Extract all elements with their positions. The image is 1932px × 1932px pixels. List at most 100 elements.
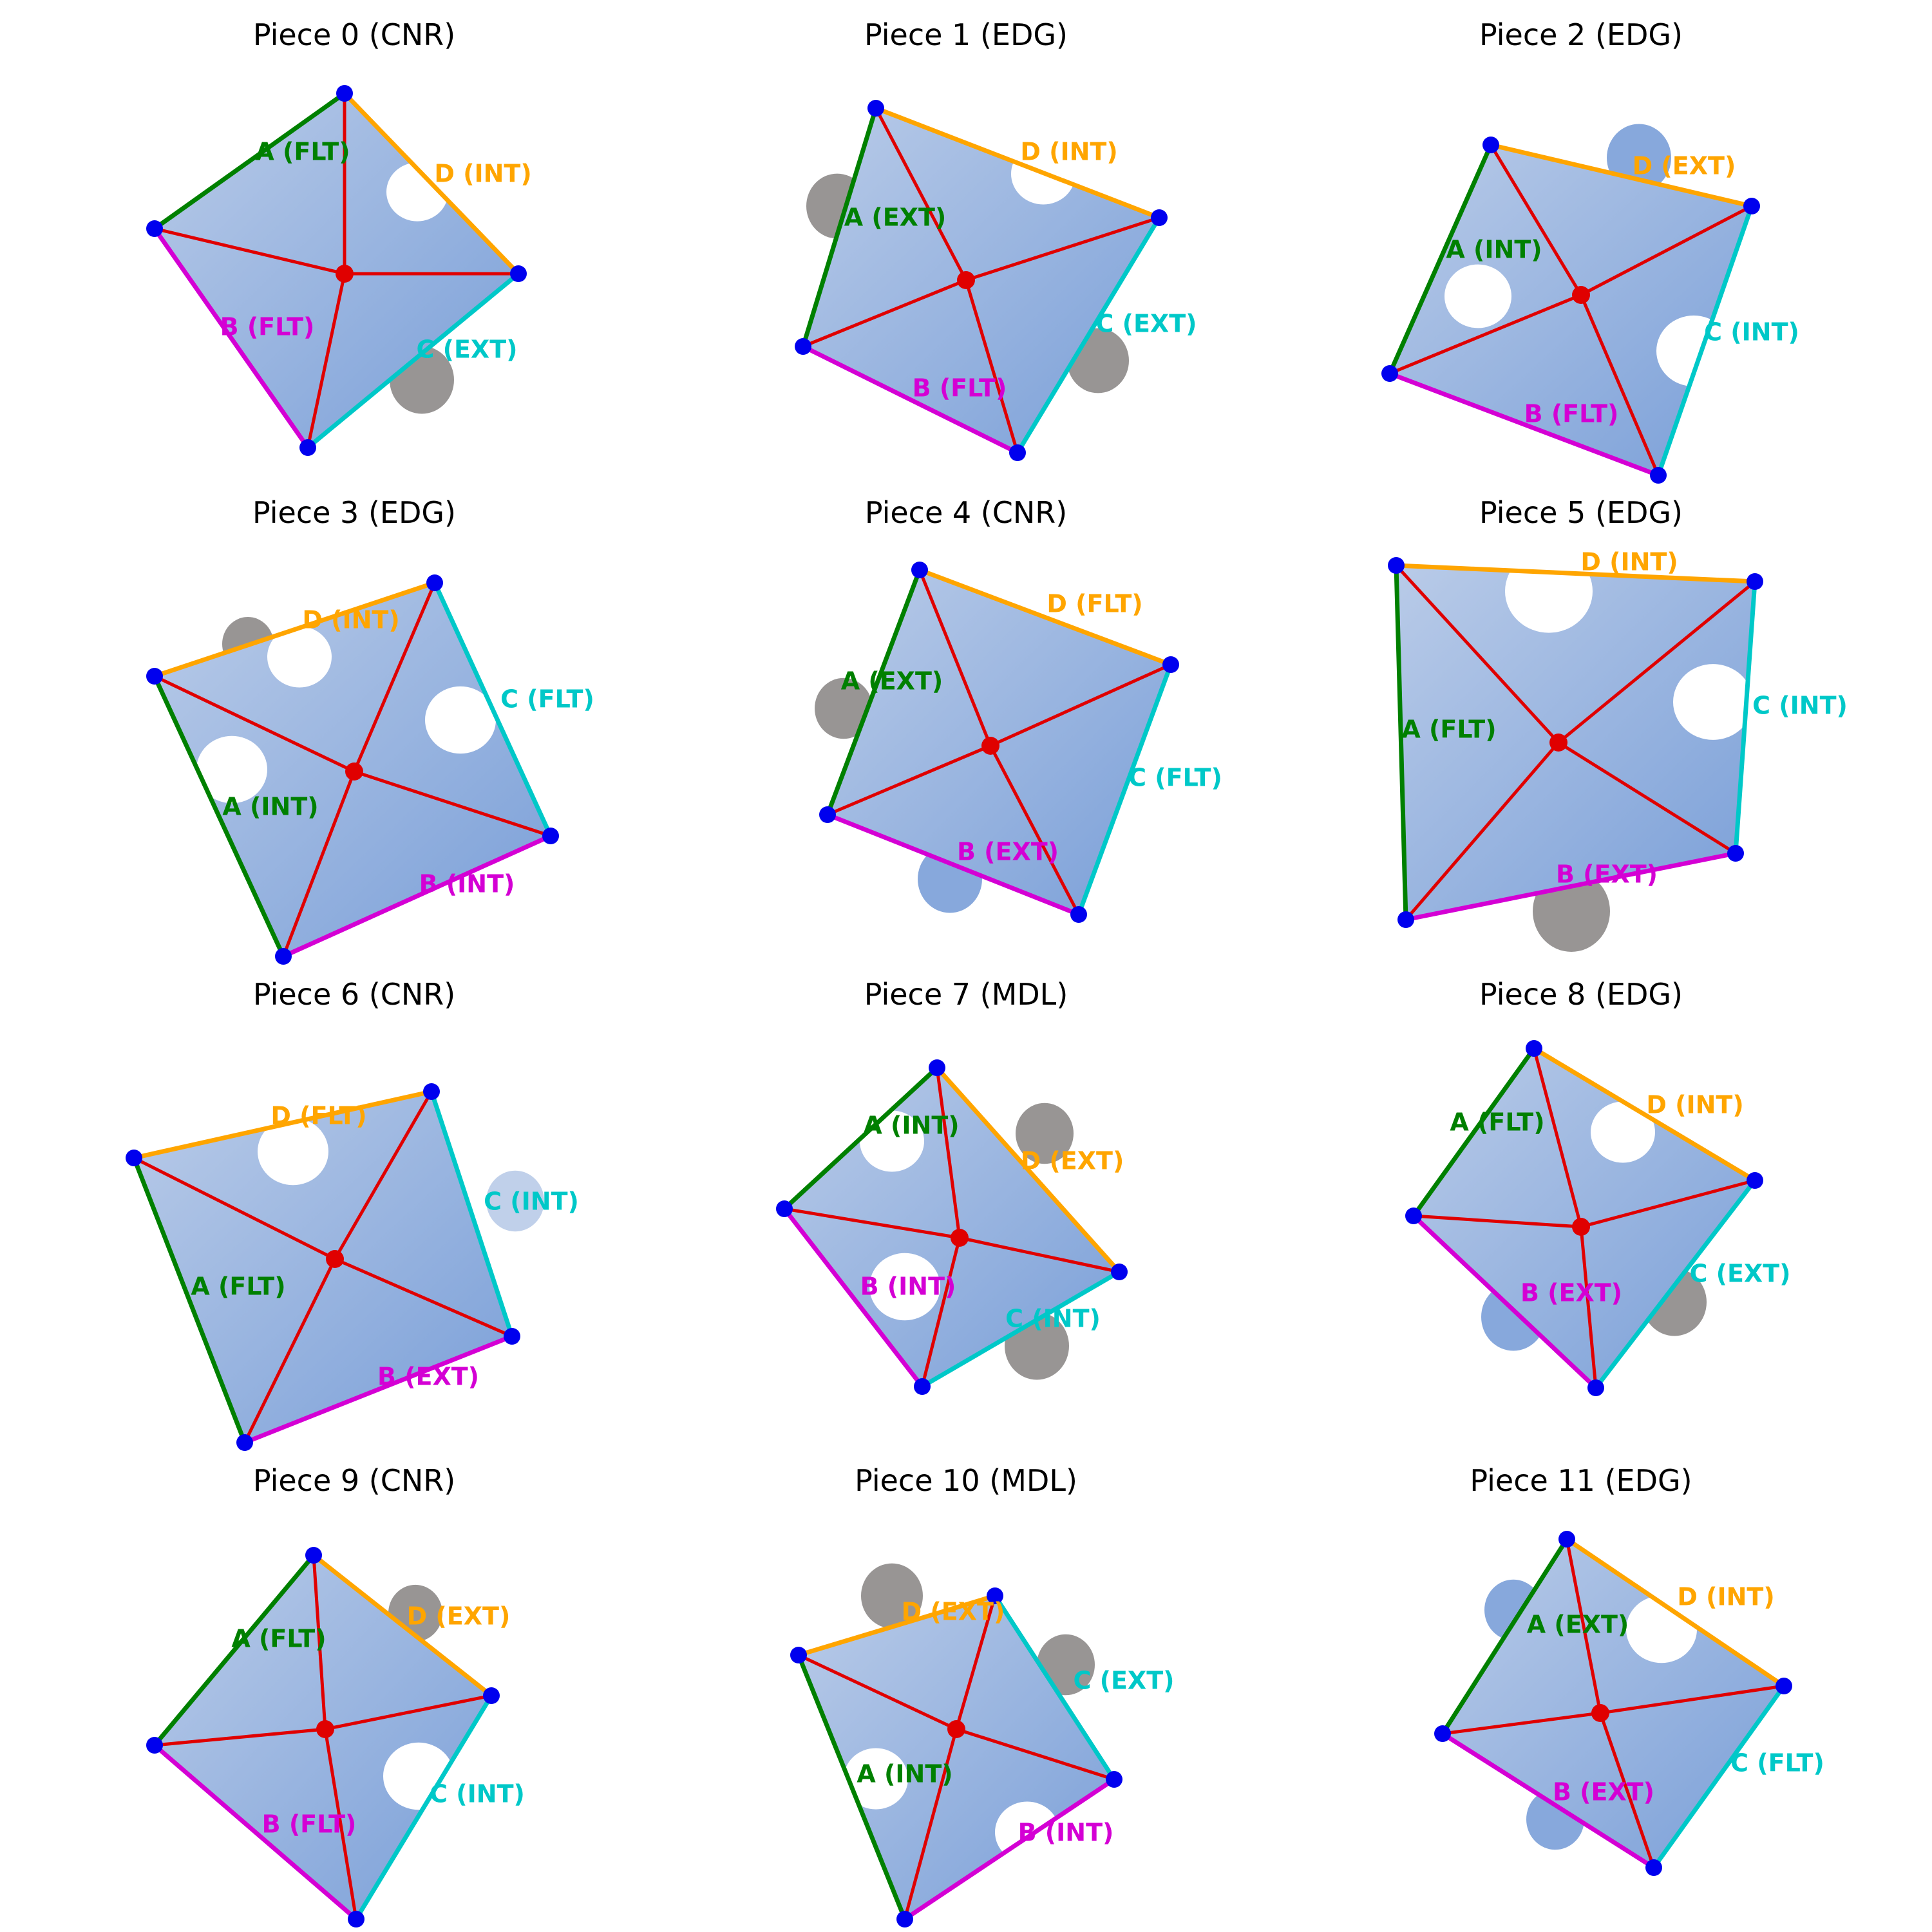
piece-body [134, 1092, 512, 1443]
panel-2: Piece 2 (EDG) A (INT) B (FLT) C (INT) D (EXT… [1381, 17, 1799, 484]
spoke-line [133, 1156, 336, 1261]
panel-1: Piece 1 (EDG) A (EXT) B (FLT) C (EXT) D (INT… [795, 17, 1197, 461]
corner-point [146, 220, 163, 237]
edge-b-line [1411, 1213, 1598, 1390]
edge-d-line [152, 580, 437, 679]
edge-a-label: A (INT) [863, 1112, 959, 1140]
panel-7: Piece 7 (MDL) A (INT) B (INT) C (INT) D (EXT… [776, 977, 1128, 1395]
piece-body [1390, 145, 1752, 475]
corner-point [305, 1547, 322, 1564]
panel-4: Piece 4 (CNR) A (EXT) B (EXT) C (FLT) D (FLT… [815, 495, 1222, 923]
edge-d-label: D (INT) [302, 606, 399, 634]
edge-c-label: C (EXT) [1095, 310, 1197, 338]
panel-10: Piece 10 (MDL) A (INT) B (INT) C (EXT) D (EX… [790, 1463, 1175, 1927]
panel-title: Piece 8 (EDG) [1479, 977, 1683, 1012]
piece-figure: A (FLT) B (EXT) C (EXT) D (INT) [1405, 1040, 1791, 1396]
center-point [326, 1250, 344, 1268]
corner-point [1434, 1725, 1451, 1742]
spoke-line [1580, 1179, 1756, 1229]
center-point [951, 1229, 969, 1247]
panel-9: Piece 9 (CNR) A (FLT) B (FLT) C (INT) D (EXT… [146, 1463, 525, 1927]
piece-blank [1444, 264, 1511, 328]
edge-a-line [796, 1653, 907, 1922]
panel-title: Piece 10 (MDL) [855, 1463, 1077, 1498]
edge-b-label: B (FLT) [1524, 400, 1619, 428]
edge-c-line [429, 1089, 515, 1339]
edge-d-label: D (INT) [1677, 1583, 1774, 1611]
piece-tab [861, 1563, 923, 1629]
corner-point [1151, 209, 1168, 226]
edge-a-label: A (INT) [222, 793, 318, 821]
spoke-line [965, 216, 1160, 282]
edge-b-label: B (EXT) [1556, 860, 1658, 889]
edge-a-line [152, 91, 347, 231]
edge-a-label: A (EXT) [841, 667, 943, 696]
center-point [1572, 286, 1590, 304]
piece-blank [1591, 1101, 1655, 1163]
corner-point [987, 1587, 1003, 1604]
edge-a-label: A (INT) [857, 1760, 952, 1788]
panel-11: Piece 11 (EDG) A (EXT) B (EXT) C (FLT) D (IN… [1434, 1463, 1824, 1876]
corner-point [1743, 198, 1760, 214]
spoke-line [1442, 1711, 1601, 1736]
edge-b-line [825, 812, 1081, 917]
corner-point [1009, 444, 1026, 461]
spoke-line [1389, 293, 1582, 375]
panel-8: Piece 8 (EDG) A (FLT) B (EXT) C (EXT) D (INT… [1405, 977, 1791, 1396]
edge-d-label: D (EXT) [902, 1598, 1005, 1626]
piece-figure: A (INT) B (INT) C (EXT) D (EXT) [790, 1563, 1175, 1927]
piece-figure: A (FLT) B (EXT) C (INT) D (INT) [1388, 548, 1848, 952]
spoke-line [1579, 294, 1660, 476]
edge-c-label: C (EXT) [416, 336, 517, 364]
corner-point [929, 1059, 945, 1076]
edge-a-line [782, 1065, 940, 1211]
corner-point [819, 806, 836, 823]
center-point [336, 265, 354, 283]
edge-c-line [354, 1693, 494, 1922]
spoke-line [874, 107, 968, 281]
edge-d-label: D (INT) [1020, 138, 1117, 166]
edge-c-line [305, 271, 521, 450]
spoke-line [312, 1555, 327, 1730]
edge-c-line [1733, 579, 1757, 856]
edge-d-label: D (EXT) [1633, 152, 1736, 180]
corner-point [1381, 365, 1398, 382]
edge-a-label: A (EXT) [1527, 1611, 1629, 1639]
corner-point [1106, 1771, 1122, 1788]
corner-point [1111, 1264, 1128, 1280]
piece-tab [1016, 1103, 1074, 1164]
spoke-line [154, 227, 345, 276]
corner-point [867, 100, 884, 117]
edge-d-label: D (FLT) [1046, 590, 1142, 618]
corner-point [126, 1150, 142, 1166]
spoke-line [959, 1236, 1120, 1274]
piece-blank [425, 686, 496, 754]
spoke-line [989, 663, 1172, 748]
center-point [1572, 1218, 1590, 1236]
panel-0: Piece 0 (CNR) A (FLT) B (FLT) C (EXT) D (INT… [146, 17, 532, 456]
spoke-line [333, 1090, 433, 1260]
edge-c-label: C (INT) [430, 1780, 525, 1808]
piece-body [799, 1596, 1114, 1919]
corner-point [275, 948, 292, 965]
edge-c-line [1076, 662, 1173, 917]
spoke-line [802, 278, 967, 348]
edge-a-line [825, 567, 922, 817]
piece-figure: A (FLT) B (FLT) C (EXT) D (INT) [146, 85, 532, 456]
edge-d-label: D (EXT) [407, 1602, 511, 1631]
edge-b-label: B (EXT) [1520, 1279, 1622, 1307]
edge-c-label: C (EXT) [1073, 1667, 1174, 1695]
corner-point [1650, 467, 1667, 484]
corner-point [1482, 137, 1499, 153]
piece-figure: A (INT) B (INT) C (FLT) D (INT) [146, 574, 594, 965]
edge-d-line [934, 1065, 1122, 1274]
spoke-line [1580, 204, 1753, 297]
spoke-line [1405, 741, 1560, 921]
spoke-line [920, 1237, 961, 1387]
edge-a-label: A (FLT) [1401, 715, 1496, 744]
edge-d-label: D (INT) [1646, 1091, 1743, 1119]
piece-tab [815, 677, 873, 739]
spoke-line [153, 674, 355, 773]
piece-blank [258, 1117, 328, 1186]
